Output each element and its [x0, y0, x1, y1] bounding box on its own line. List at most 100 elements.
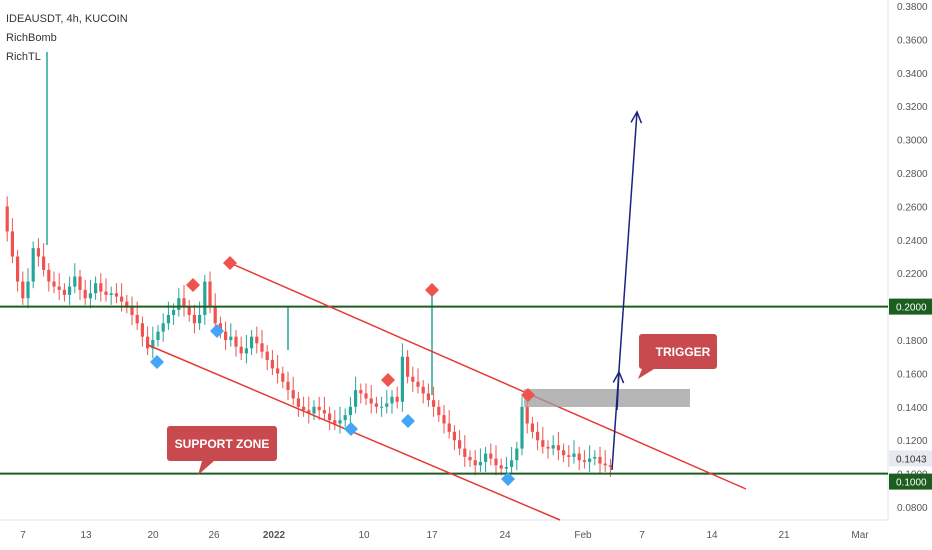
candle-body: [598, 456, 602, 464]
candle-body: [426, 393, 430, 401]
candle-body: [10, 231, 14, 257]
candle-body: [468, 456, 472, 461]
candle-body: [489, 453, 493, 459]
x-tick-label: Feb: [574, 530, 592, 541]
candle-body: [556, 445, 560, 451]
candle-body: [416, 381, 420, 387]
candle-body: [109, 293, 113, 295]
candle-body: [208, 281, 212, 307]
x-tick-label: 14: [706, 530, 718, 541]
trigger-zone-box: [524, 389, 690, 407]
indicator-richbomb[interactable]: RichBomb: [6, 32, 57, 44]
candle-body: [229, 336, 233, 340]
candle-body: [192, 314, 196, 324]
price-badge: [889, 473, 932, 490]
y-tick-label: 0.3800: [897, 2, 928, 13]
candle-body: [83, 289, 87, 299]
candle-body: [608, 465, 612, 467]
candle-body: [478, 461, 482, 466]
candle-body: [198, 314, 202, 324]
candle-body: [296, 398, 300, 407]
candle-body: [161, 323, 165, 332]
trigger-arrowhead: [612, 370, 625, 384]
candle-body: [125, 301, 129, 307]
candle-body: [411, 376, 415, 382]
candle-body: [182, 298, 186, 307]
sell-signal-marker: [521, 388, 535, 402]
trigger-arrow: [616, 371, 620, 411]
y-tick-label: 0.1200: [897, 436, 928, 447]
candle-body: [380, 406, 384, 408]
price-badge: [889, 450, 932, 467]
candle-body: [572, 453, 576, 457]
breakout-arrowhead: [630, 110, 643, 124]
y-tick-label: 0.1400: [897, 403, 928, 414]
support-zone-callout: [167, 426, 277, 475]
x-tick-label: Mar: [851, 530, 869, 541]
x-tick-label: 17: [426, 530, 438, 541]
candle-body: [151, 340, 155, 349]
candle-body: [16, 256, 20, 282]
x-tick-label: 21: [778, 530, 790, 541]
sell-signal-marker: [223, 256, 237, 270]
candle-body: [442, 415, 446, 424]
candle-body: [452, 431, 456, 441]
x-tick-label: 26: [208, 530, 220, 541]
candle-body: [530, 423, 534, 432]
candle-body: [421, 386, 425, 394]
candle-body: [213, 306, 217, 324]
y-tick-label: 0.1600: [897, 369, 928, 380]
candle-body: [5, 206, 9, 232]
trigger-callout: [638, 334, 717, 379]
candle-body: [62, 289, 66, 295]
candle-body: [239, 346, 243, 354]
candle-body: [437, 406, 441, 416]
trigger-label: TRIGGER: [656, 345, 711, 359]
channel-upper-line: [229, 262, 747, 490]
candle-body: [390, 396, 394, 404]
candle-body: [120, 296, 124, 302]
candle-body: [21, 281, 25, 299]
candle-body: [88, 293, 92, 299]
candle-body: [276, 368, 280, 374]
buy-signal-marker: [150, 355, 164, 369]
candle-body: [577, 453, 581, 461]
candle-body: [484, 453, 488, 462]
candle-body: [406, 356, 410, 377]
x-tick-label: 24: [499, 530, 511, 541]
candle-body: [57, 286, 61, 290]
candle-body: [536, 431, 540, 441]
candle-body: [146, 336, 150, 349]
candle-body: [234, 336, 238, 347]
candle-body: [42, 256, 46, 270]
candle-body: [291, 390, 295, 399]
candle-body: [187, 306, 191, 315]
candle-body: [322, 410, 326, 414]
candle-body: [432, 400, 436, 407]
buy-signal-marker: [210, 324, 224, 338]
candle-body: [567, 455, 571, 457]
sell-signal-marker: [381, 373, 395, 387]
candle-body: [312, 406, 316, 414]
candle-body: [385, 403, 389, 407]
x-tick-label: 7: [20, 530, 26, 541]
y-tick-label: 0.1800: [897, 336, 928, 347]
candle-body: [255, 336, 259, 344]
candle-body: [588, 458, 592, 462]
y-tick-label: 0.2200: [897, 269, 928, 280]
indicator-richtl[interactable]: RichTL: [6, 51, 41, 63]
candle-body: [333, 420, 337, 424]
x-tick-label: 10: [358, 530, 370, 541]
candle-body: [364, 393, 368, 399]
sell-signal-marker: [186, 278, 200, 292]
candle-body: [26, 281, 30, 299]
candle-body: [369, 398, 373, 404]
price-badge-label: 0.1043: [896, 454, 927, 465]
candle-body: [260, 343, 264, 352]
y-tick-label: 0.2800: [897, 169, 928, 180]
candle-body: [359, 390, 363, 394]
candle-body: [114, 293, 118, 297]
y-tick-label: 0.3400: [897, 69, 928, 80]
